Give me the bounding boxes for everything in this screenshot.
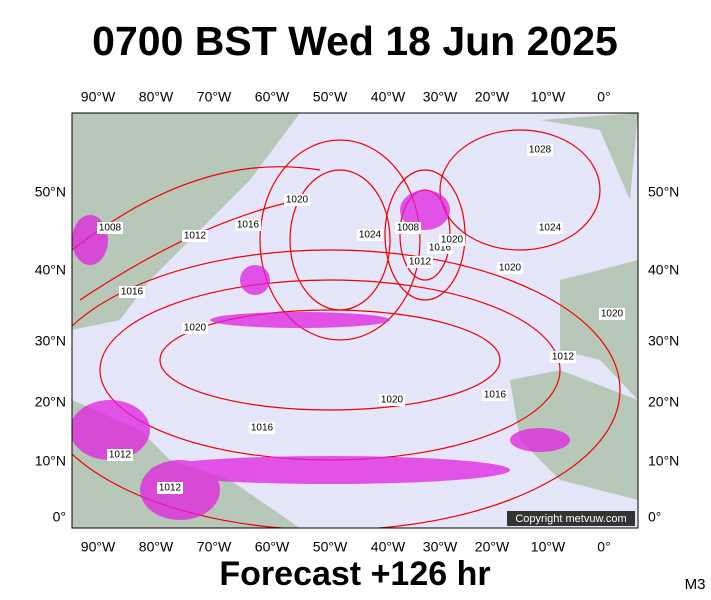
lat-label: 50°N <box>35 184 66 200</box>
isobar-label-box <box>527 144 553 156</box>
forecast-label: Forecast +126 hr <box>219 555 490 593</box>
lon-label: 50°W <box>313 539 348 555</box>
isobar-label: 1012 <box>159 483 182 494</box>
lon-label: 20°W <box>475 539 510 555</box>
isobar-label: 1024 <box>359 230 382 241</box>
lat-label: 10°N <box>35 453 66 469</box>
lat-label: 40°N <box>648 262 679 278</box>
isobar-label: 1012 <box>409 257 432 268</box>
model-label: M3 <box>685 576 706 593</box>
lon-label: 80°W <box>139 89 174 105</box>
lon-label: 90°W <box>81 539 116 555</box>
isobar-label: 1016 <box>484 390 507 401</box>
isobar-label: 1016 <box>121 287 144 298</box>
isobar-label-box <box>550 351 576 363</box>
land-north-america <box>72 113 300 330</box>
isobar-label-box <box>482 389 508 401</box>
title: 0700 BST Wed 18 Jun 2025 <box>92 18 618 64</box>
lon-label: 50°W <box>313 89 348 105</box>
lat-label: 20°N <box>648 394 679 410</box>
isobar-label-box <box>599 308 625 320</box>
axes: 90°W 90°W 80°W 80°W 70°W 70°W 60°W 60°W 50°W 50°W… <box>35 89 680 555</box>
isobar-label: 1012 <box>184 231 207 242</box>
lon-label: 30°W <box>423 89 458 105</box>
lat-label: 40°N <box>35 262 66 278</box>
lon-label: 90°W <box>81 89 116 105</box>
copyright-box <box>507 511 635 526</box>
isobar-label: 1020 <box>184 323 207 334</box>
isobar-label-box <box>395 222 421 234</box>
isobar-label: 1016 <box>429 243 452 254</box>
lat-label: 30°N <box>35 333 66 349</box>
isobar-label-box <box>157 482 183 494</box>
lat-label: 10°N <box>648 453 679 469</box>
isobar-label-box <box>357 229 383 241</box>
isobar-label: 1012 <box>552 352 575 363</box>
land-europe-africa <box>510 113 638 500</box>
isobar-label: 1008 <box>397 223 420 234</box>
lat-label: 0° <box>53 509 66 525</box>
isobar-label-box <box>439 234 465 246</box>
isobar-label-box <box>407 256 433 268</box>
isobar-label-box <box>182 322 208 334</box>
isobar-label: 1016 <box>251 423 274 434</box>
lat-label: 50°N <box>648 184 679 200</box>
isobar-label-box <box>249 422 275 434</box>
isobar-label: 1028 <box>529 145 552 156</box>
isobar-label: 1020 <box>441 235 464 246</box>
lon-label: 20°W <box>475 89 510 105</box>
isobar-label: 1020 <box>601 309 624 320</box>
precipitation <box>72 190 570 520</box>
isobar-label-box <box>119 286 145 298</box>
isobar-label-box <box>284 194 310 206</box>
isobar-label: 1020 <box>499 263 522 274</box>
lon-label: 10°W <box>531 89 566 105</box>
lon-label: 30°W <box>423 539 458 555</box>
isobar-labels: 1008101210161020101610201024100810121016… <box>97 144 625 494</box>
copyright: Copyright metvuw.com <box>515 513 626 525</box>
lon-label: 40°W <box>371 89 406 105</box>
isobar-label: 1016 <box>237 220 260 231</box>
isobar-label-box <box>537 222 563 234</box>
isobar-label: 1012 <box>109 450 132 461</box>
isobar-label-box <box>497 262 523 274</box>
map-area: 1008101210161020101610201024100810121016… <box>72 113 638 528</box>
isobar-label: 1024 <box>539 223 562 234</box>
lon-label: 0° <box>597 539 610 555</box>
lat-label: 0° <box>648 509 661 525</box>
isobar-label: 1020 <box>381 395 404 406</box>
isobar-label-box <box>235 219 261 231</box>
lon-label: 40°W <box>371 539 406 555</box>
isobar-label-box <box>107 449 133 461</box>
lon-label: 60°W <box>255 539 290 555</box>
lon-label: 70°W <box>197 539 232 555</box>
lon-label: 10°W <box>531 539 566 555</box>
map-frame <box>71 112 639 529</box>
isobar-label-box <box>379 394 405 406</box>
lon-label: 80°W <box>139 539 174 555</box>
isobar-label: 1008 <box>99 223 122 234</box>
lat-label: 30°N <box>648 333 679 349</box>
isobar-label: 1020 <box>286 195 309 206</box>
isobar-label-box <box>97 222 123 234</box>
lon-label: 60°W <box>255 89 290 105</box>
lon-label: 0° <box>597 89 610 105</box>
lon-label: 70°W <box>197 89 232 105</box>
lat-label: 20°N <box>35 394 66 410</box>
isobar-label-box <box>182 230 208 242</box>
